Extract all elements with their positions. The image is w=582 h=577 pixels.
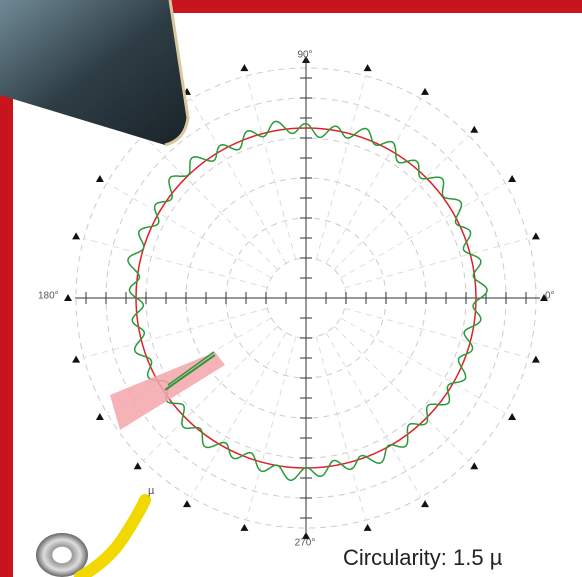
- frame-top: [165, 0, 582, 13]
- page: {"labels": {"deg90": "90°", "deg180": "1…: [0, 0, 582, 577]
- angle-label: 90°: [297, 50, 312, 61]
- angle-label: 0°: [545, 291, 555, 302]
- frame-left: [0, 95, 13, 577]
- angle-label: 270°: [295, 538, 316, 549]
- circularity-caption: Circularity: 1.5 µ: [343, 545, 503, 570]
- roundness-plot: µ 90° 180° 0° 270° Circularity: 1.5 µ: [0, 0, 582, 577]
- probe-label: µ: [148, 485, 155, 497]
- angle-label: 180°: [38, 291, 59, 302]
